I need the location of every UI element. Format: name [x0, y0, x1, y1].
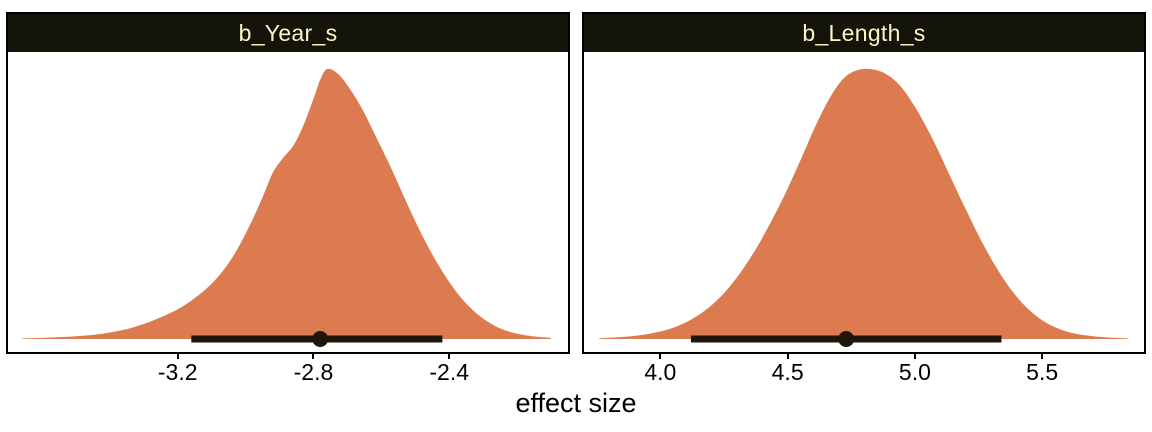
panel-box: b_Length_s	[582, 12, 1146, 354]
point-estimate-dot	[838, 331, 855, 347]
x-axis: 4.0 4.5 5.0 5.5	[582, 354, 1146, 387]
x-axis-title: effect size	[515, 388, 637, 418]
point-estimate-dot	[312, 331, 329, 347]
x-tick-mark	[448, 354, 451, 359]
x-tick-mark	[659, 354, 662, 359]
x-axis: -3.2 -2.8 -2.4	[6, 354, 570, 387]
panels-row: b_Year_s -3.2 -2.8 -2.4 b_Length_s 4.0 4.5 5…	[6, 12, 1146, 387]
plot-area	[584, 52, 1144, 352]
x-tick-mark	[312, 354, 315, 359]
density-area	[21, 68, 552, 339]
x-tick-mark	[913, 354, 916, 359]
density-area	[599, 68, 1129, 339]
x-tick-label: -3.2	[157, 359, 198, 385]
x-tick-mark	[1041, 354, 1044, 359]
panel-b-length-s: b_Length_s 4.0 4.5 5.0 5.5	[582, 12, 1146, 387]
density-plot-svg	[599, 68, 1129, 347]
panel-header-strip: b_Year_s	[8, 14, 568, 52]
panel-title: b_Year_s	[238, 19, 338, 46]
panel-box: b_Year_s	[6, 12, 570, 354]
panel-header-strip: b_Length_s	[584, 14, 1144, 52]
x-tick-mark	[176, 354, 179, 359]
panel-title: b_Length_s	[802, 19, 926, 46]
x-tick-label: 4.5	[771, 359, 804, 385]
density-plot-svg	[21, 68, 552, 347]
x-tick-label: 4.0	[644, 359, 677, 385]
x-tick-label: 5.5	[1026, 359, 1059, 385]
x-tick-label: -2.8	[293, 359, 334, 385]
panel-b-year-s: b_Year_s -3.2 -2.8 -2.4	[6, 12, 570, 387]
x-tick-label: -2.4	[429, 359, 470, 385]
plot-area	[8, 52, 568, 352]
x-tick-label: 5.0	[898, 359, 931, 385]
x-tick-mark	[786, 354, 789, 359]
